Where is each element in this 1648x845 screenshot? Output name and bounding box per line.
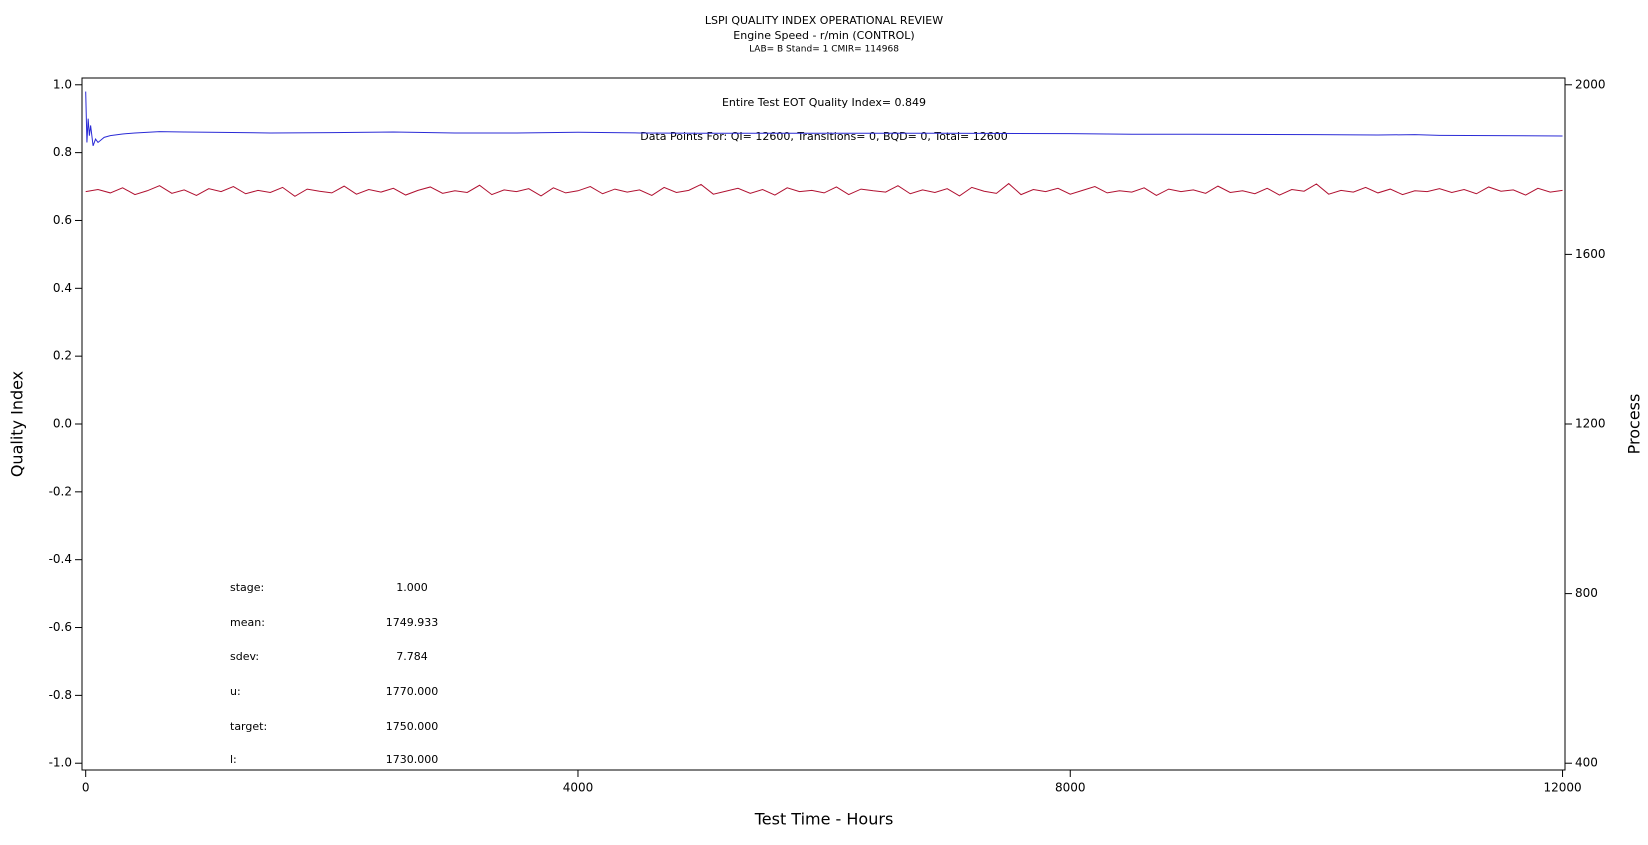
y-tick-label: -0.2 (49, 484, 72, 498)
chart-title: LSPI QUALITY INDEX OPERATIONAL REVIEW (705, 14, 943, 27)
stat-value: 1750.000 (386, 720, 439, 733)
y2-tick-label: 1600 (1575, 247, 1606, 261)
stat-value: 7.784 (396, 650, 428, 663)
y-tick-label: 0.6 (53, 213, 72, 227)
y2-axis-title: Process (1625, 394, 1644, 455)
x-axis-title: Test Time - Hours (754, 810, 894, 829)
stat-label: sdev: (230, 650, 259, 663)
stat-value: 1749.933 (386, 616, 439, 629)
chart-subtitle: Engine Speed - r/min (CONTROL) (733, 29, 914, 42)
x-tick-label: 12000 (1543, 781, 1581, 795)
y2-tick-label: 2000 (1575, 77, 1606, 91)
y2-tick-label: 1200 (1575, 417, 1606, 431)
stat-value: 1770.000 (386, 685, 439, 698)
stat-label: mean: (230, 616, 265, 629)
y-tick-label: -1.0 (49, 756, 72, 770)
x-tick-label: 0 (82, 781, 90, 795)
annotation: Data Points For: QI= 12600, Transitions=… (640, 130, 1008, 143)
x-tick-label: 4000 (563, 781, 594, 795)
chart-subtitle: LAB= B Stand= 1 CMIR= 114968 (749, 45, 899, 55)
y-tick-label: 0.4 (53, 281, 72, 295)
y2-tick-label: 800 (1575, 586, 1598, 600)
annotation: Entire Test EOT Quality Index= 0.849 (722, 96, 926, 109)
stat-value: 1730.000 (386, 753, 439, 766)
y2-tick-label: 400 (1575, 756, 1598, 770)
x-tick-label: 8000 (1055, 781, 1086, 795)
y-axis-title: Quality Index (8, 371, 27, 477)
stat-value: 1.000 (396, 581, 428, 594)
stat-label: target: (230, 720, 267, 733)
y-tick-label: -0.8 (49, 688, 72, 702)
y-tick-label: -0.6 (49, 620, 72, 634)
y-tick-label: 1.0 (53, 77, 72, 91)
y-tick-label: -0.4 (49, 552, 72, 566)
stat-label: l: (230, 753, 237, 766)
data-line (85, 91, 1563, 147)
plot-frame (81, 77, 1566, 771)
y-tick-label: 0.2 (53, 349, 72, 363)
data-line (85, 182, 1563, 197)
y-tick-label: 0.0 (53, 417, 72, 431)
stat-label: stage: (230, 581, 264, 594)
stat-label: u: (230, 685, 241, 698)
y-tick-label: 0.8 (53, 145, 72, 159)
